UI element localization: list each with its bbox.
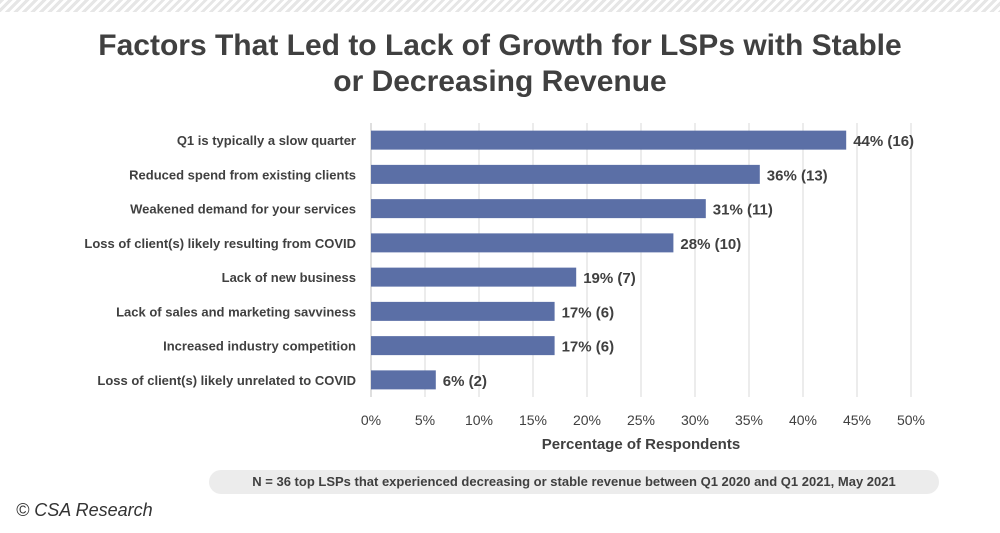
- category-label: Lack of new business: [222, 270, 356, 285]
- x-tick-label: 15%: [519, 412, 547, 428]
- bar: [371, 336, 555, 356]
- copyright-notice: © CSA Research: [16, 500, 153, 520]
- bar: [371, 199, 706, 219]
- x-tick-label: 20%: [573, 412, 601, 428]
- bar-chart: 0% 5% 10% 15% 20% 25% 30% 35% 40% 45% 50% Q1 is typ…: [84, 123, 925, 453]
- x-tick-label: 40%: [789, 412, 817, 428]
- data-label: 17% (6): [562, 339, 615, 356]
- x-tick-label: 5%: [415, 412, 435, 428]
- data-label: 36% (13): [767, 167, 828, 184]
- data-label: 19% (7): [583, 270, 636, 287]
- bar: [371, 164, 760, 184]
- chart-title-line-2: or Decreasing Revenue: [333, 65, 667, 98]
- bar: [371, 233, 674, 253]
- sample-size-footnote: N = 36 top LSPs that experienced decreas…: [209, 470, 939, 494]
- bar: [371, 370, 436, 390]
- category-label: Reduced spend from existing clients: [129, 167, 356, 182]
- x-tick-label: 0%: [361, 412, 381, 428]
- bar: [371, 130, 847, 150]
- bar: [371, 267, 577, 287]
- x-tick-label: 10%: [465, 412, 493, 428]
- x-tick-label: 50%: [897, 412, 925, 428]
- chart-title-line-1: Factors That Led to Lack of Growth for L…: [98, 29, 902, 62]
- data-label: 28% (10): [680, 236, 741, 253]
- data-label: 44% (16): [853, 133, 914, 150]
- x-tick-label: 25%: [627, 412, 655, 428]
- data-label: 6% (2): [443, 373, 487, 390]
- bar: [371, 301, 555, 321]
- data-label: 31% (11): [713, 202, 773, 219]
- category-label: Loss of client(s) likely unrelated to CO…: [97, 373, 356, 388]
- category-label: Weakened demand for your services: [130, 202, 356, 217]
- data-label: 17% (6): [562, 304, 615, 321]
- category-label: Increased industry competition: [163, 339, 356, 354]
- category-label: Lack of sales and marketing savviness: [116, 304, 356, 319]
- x-tick-label: 30%: [681, 412, 709, 428]
- x-axis-title: Percentage of Respondents: [542, 436, 740, 453]
- category-label: Q1 is typically a slow quarter: [177, 133, 356, 148]
- x-tick-label: 45%: [843, 412, 871, 428]
- top-stripe-decoration: [0, 0, 1000, 12]
- x-tick-label: 35%: [735, 412, 763, 428]
- chart-title: Factors That Led to Lack of Growth for L…: [0, 28, 1000, 100]
- category-label: Loss of client(s) likely resulting from …: [84, 236, 356, 251]
